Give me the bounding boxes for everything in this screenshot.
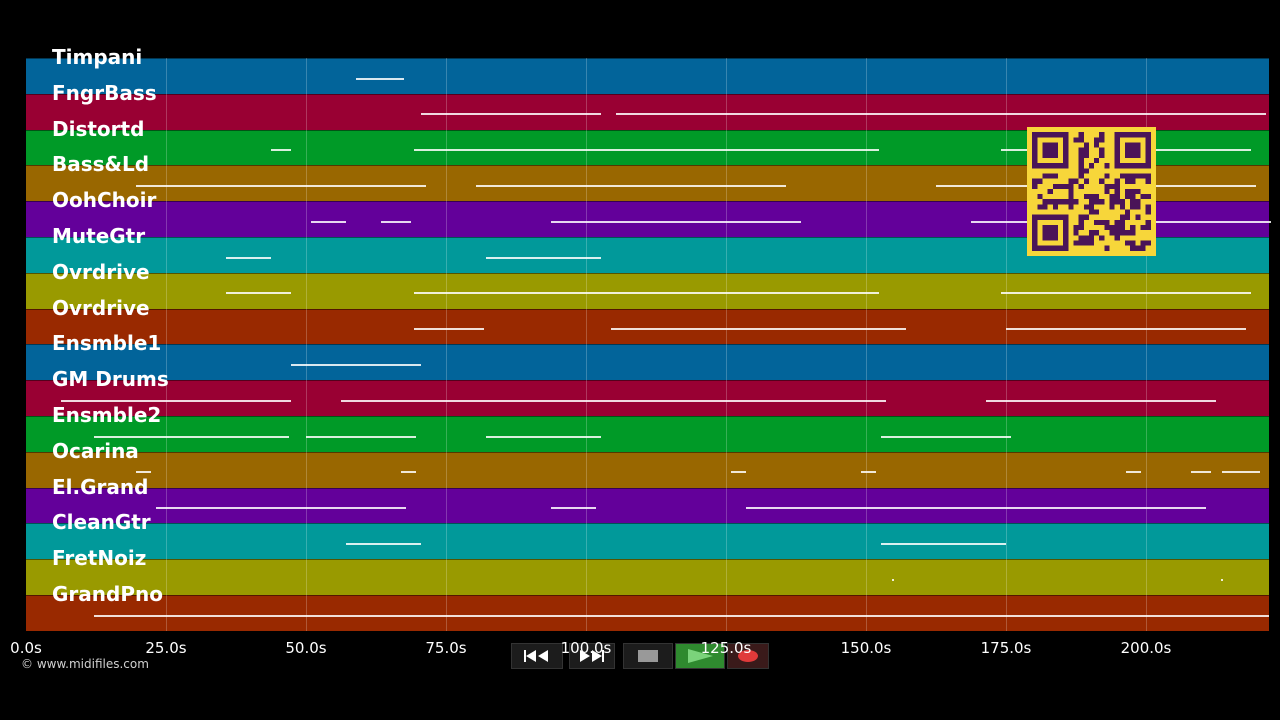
time-tick-label: 75.0s <box>425 639 467 657</box>
note-streak <box>271 149 291 152</box>
note-streak <box>346 543 421 546</box>
track-lane <box>26 487 1269 524</box>
rewind-icon <box>524 650 548 662</box>
qr-code <box>1027 127 1156 256</box>
note-streak <box>341 399 886 402</box>
grid-line <box>306 58 307 631</box>
note-streak <box>881 543 1006 546</box>
note-streak <box>746 507 1206 510</box>
track-lane <box>26 595 1269 631</box>
note-streak <box>731 471 746 474</box>
track-name: GrandPno <box>52 582 163 606</box>
time-tick-label: 25.0s <box>145 639 187 657</box>
note-streak <box>611 328 906 331</box>
note-streak <box>892 578 894 581</box>
stop-button[interactable] <box>623 643 673 669</box>
record-button[interactable] <box>727 643 769 669</box>
note-streak <box>1006 328 1246 331</box>
track-name: Distortd <box>52 116 145 141</box>
note-streak <box>356 77 404 80</box>
fast-forward-button[interactable] <box>569 643 615 669</box>
note-streak <box>486 435 601 438</box>
note-streak <box>136 185 426 188</box>
note-streak <box>486 256 601 259</box>
track-name: Ovrdrive <box>52 295 150 320</box>
note-streak <box>1001 292 1251 295</box>
note-streak <box>226 292 291 295</box>
track-name: Timpani <box>52 45 143 69</box>
time-tick-label: 50.0s <box>285 639 327 657</box>
note-streak <box>401 471 416 474</box>
copyright-text: © www.midifiles.com <box>21 657 149 671</box>
track-lane <box>26 380 1269 416</box>
grid-line <box>446 58 447 631</box>
track-name: Ovrdrive <box>52 259 150 284</box>
track-name: El.Grand <box>52 474 149 499</box>
time-tick-label: 125.0s <box>700 639 752 657</box>
note-streak <box>861 471 876 474</box>
note-streak <box>94 435 289 438</box>
note-streak <box>61 399 291 402</box>
note-streak <box>414 328 484 331</box>
track-name: Ensmble1 <box>52 331 162 356</box>
track-lane <box>26 559 1269 595</box>
note-streak <box>421 113 601 116</box>
note-streak <box>226 256 271 259</box>
note-streak <box>306 435 416 438</box>
note-streak <box>414 149 879 152</box>
time-tick-label: 0.0s <box>10 639 42 657</box>
track-name: OohChoir <box>52 188 157 213</box>
note-streak <box>156 507 406 510</box>
track-lane <box>26 93 1269 130</box>
note-streak <box>616 113 1266 116</box>
note-streak <box>1191 471 1211 474</box>
note-streak <box>311 220 346 223</box>
time-tick-label: 200.0s <box>1120 639 1172 657</box>
grid-line <box>1006 58 1007 631</box>
rewind-button[interactable] <box>511 643 563 669</box>
note-streak <box>1221 578 1223 581</box>
time-tick-label: 150.0s <box>840 639 892 657</box>
grid-line <box>726 58 727 631</box>
record-icon <box>738 650 758 662</box>
play-button[interactable] <box>675 643 725 669</box>
note-streak <box>551 507 596 510</box>
time-tick-label: 175.0s <box>980 639 1032 657</box>
grid-line <box>866 58 867 631</box>
track-name: FretNoiz <box>52 546 147 571</box>
track-name: Bass&Ld <box>52 152 150 177</box>
track-lane <box>26 416 1269 452</box>
track-name: CleanGtr <box>52 510 151 535</box>
track-lane <box>26 58 1269 94</box>
track-name: GM Drums <box>52 367 169 392</box>
note-streak <box>881 435 1011 438</box>
fast-forward-icon <box>580 650 604 662</box>
note-streak <box>136 471 151 474</box>
stop-icon <box>638 650 658 662</box>
note-streak <box>986 399 1216 402</box>
grid-line <box>586 58 587 631</box>
track-name: MuteGtr <box>52 224 146 248</box>
grid-line <box>1146 58 1147 631</box>
track-lane <box>26 523 1269 560</box>
play-icon <box>688 649 713 663</box>
track-lane <box>26 308 1269 345</box>
grid-line <box>166 58 167 631</box>
track-lane <box>26 344 1269 381</box>
note-streak <box>1126 471 1141 474</box>
track-lane <box>26 451 1269 488</box>
note-streak <box>291 364 421 367</box>
note-streak <box>1222 471 1260 474</box>
track-lane <box>26 272 1269 309</box>
track-name: FngrBass <box>52 80 157 105</box>
time-tick-label: 100.0s <box>560 639 612 657</box>
note-streak <box>94 614 1269 617</box>
note-streak <box>381 220 411 223</box>
transport-controls <box>511 643 769 669</box>
note-streak <box>476 185 786 188</box>
track-name: Ensmble2 <box>52 403 162 427</box>
note-streak <box>414 292 879 295</box>
note-streak <box>551 220 801 223</box>
track-name: Ocarina <box>52 438 139 463</box>
